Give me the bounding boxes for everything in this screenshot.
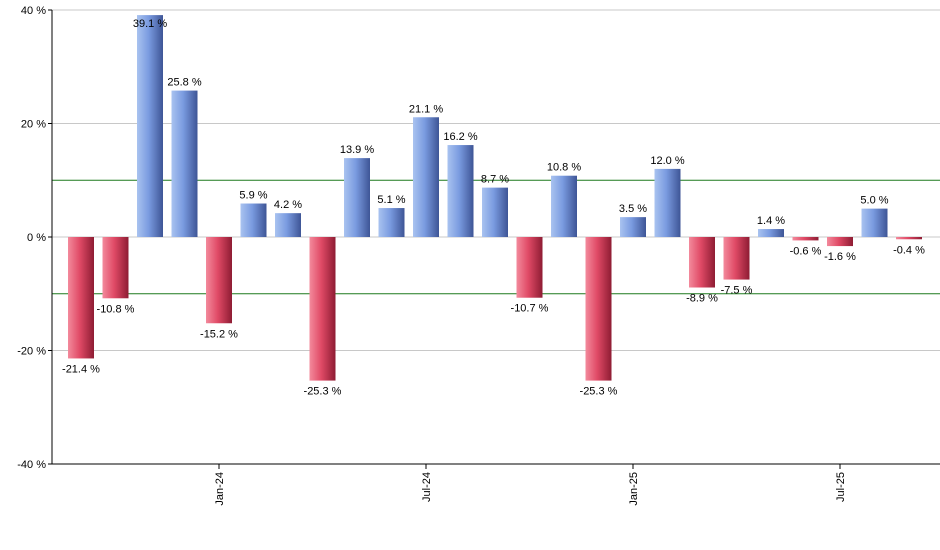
bar-value-label: -21.4 %	[62, 363, 100, 375]
bar-value-label: 12.0 %	[650, 155, 684, 167]
bar-value-label: 39.1 %	[133, 18, 167, 30]
bar-value-label: -0.6 %	[790, 245, 822, 257]
bar-value-label: 21.1 %	[409, 103, 443, 115]
bar-value-label: -7.5 %	[721, 285, 753, 297]
bar	[551, 175, 577, 237]
bar	[137, 15, 163, 238]
bar	[171, 90, 198, 238]
y-tick-label: -20 %	[17, 346, 46, 358]
bar-value-label: -10.8 %	[97, 303, 135, 315]
bar	[758, 229, 784, 237]
bars	[68, 15, 922, 381]
bar	[585, 237, 612, 381]
bar	[240, 203, 267, 237]
reference-lines	[52, 179, 940, 295]
y-tick-label: -40 %	[17, 459, 46, 471]
bar	[827, 237, 853, 247]
y-tick-label: 20 %	[21, 119, 46, 131]
bar-value-label: 1.4 %	[757, 215, 785, 227]
bar-value-label: -8.9 %	[686, 293, 718, 305]
bar-value-label: -0.4 %	[893, 244, 925, 256]
bar-value-label: 5.0 %	[860, 195, 888, 207]
bar	[792, 237, 819, 241]
bar-value-label: 3.5 %	[619, 203, 647, 215]
bar-value-label: -10.7 %	[511, 303, 549, 315]
bar	[102, 237, 129, 299]
bar-value-label: 10.8 %	[547, 162, 581, 174]
axes: -40 % -20 % 0 % 20 % 40 % Jan-24 Jul-24 Jan-25 J…	[17, 5, 940, 506]
bar-value-label: 13.9 %	[340, 144, 374, 156]
x-tick-label: Jul-24	[421, 472, 433, 502]
bar-value-label: 16.2 %	[443, 131, 477, 143]
bar	[309, 237, 336, 381]
data-labels: -21.4 % -10.8 % 39.1 % 25.8 % -15.2 % 5.9 % 4.…	[62, 18, 925, 397]
y-tick-label: 0 %	[27, 232, 46, 244]
bar	[723, 237, 750, 280]
bar	[654, 168, 681, 237]
bar	[378, 208, 405, 237]
bar	[482, 187, 508, 237]
bar	[413, 117, 439, 237]
bar	[516, 237, 543, 298]
bar	[689, 237, 715, 288]
bar	[620, 217, 646, 237]
bar-value-label: 25.8 %	[167, 77, 201, 89]
bar	[275, 213, 301, 237]
bar-value-label: -25.3 %	[580, 386, 618, 398]
bar	[68, 237, 94, 359]
bar	[861, 208, 888, 237]
x-tick-label: Jan-24	[214, 472, 226, 506]
bar-value-label: -1.6 %	[824, 251, 856, 263]
gridlines	[52, 9, 940, 351]
y-tick-label: 40 %	[21, 5, 46, 17]
bar	[447, 145, 474, 237]
x-tick-label: Jul-25	[835, 472, 847, 502]
bar-value-label: -25.3 %	[304, 386, 342, 398]
bar-value-label: 5.1 %	[377, 194, 405, 206]
bar	[344, 158, 370, 237]
bar	[896, 237, 922, 240]
bar-value-label: 8.7 %	[481, 174, 509, 186]
x-tick-label: Jan-25	[628, 472, 640, 506]
bar-value-label: 4.2 %	[274, 199, 302, 211]
bar	[206, 237, 232, 324]
bar-value-label: -15.2 %	[200, 328, 238, 340]
bar-value-label: 5.9 %	[239, 190, 267, 202]
